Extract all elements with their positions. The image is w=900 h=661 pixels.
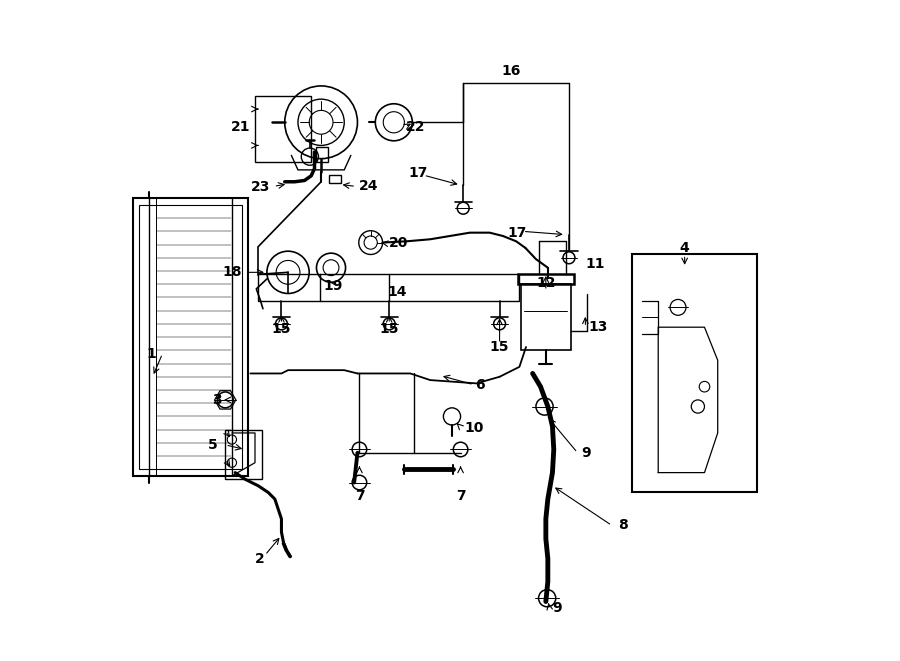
- Bar: [329, 175, 341, 183]
- Bar: [140, 205, 242, 469]
- Text: 17: 17: [508, 225, 527, 240]
- Text: 19: 19: [323, 279, 343, 293]
- Text: 9: 9: [553, 601, 562, 615]
- Bar: [225, 430, 262, 479]
- Bar: [317, 147, 328, 162]
- Bar: [632, 254, 758, 492]
- Text: 13: 13: [589, 320, 608, 334]
- Text: 23: 23: [251, 180, 270, 194]
- Text: 1: 1: [147, 346, 156, 361]
- Text: 17: 17: [409, 166, 428, 180]
- Text: 7: 7: [355, 488, 365, 503]
- Text: 24: 24: [359, 179, 378, 194]
- Text: 15: 15: [380, 321, 399, 336]
- Bar: [255, 96, 311, 162]
- Bar: [521, 284, 571, 350]
- Bar: [518, 274, 574, 284]
- Text: 22: 22: [407, 120, 426, 134]
- Text: 10: 10: [464, 420, 484, 435]
- Text: 11: 11: [586, 257, 605, 272]
- Text: 14: 14: [387, 285, 407, 299]
- Text: 9: 9: [580, 446, 590, 460]
- Text: 15: 15: [490, 340, 509, 354]
- Text: 2: 2: [255, 551, 265, 566]
- Text: 6: 6: [475, 377, 484, 392]
- Text: 15: 15: [272, 321, 292, 336]
- Text: 12: 12: [536, 276, 555, 290]
- Bar: [132, 198, 248, 476]
- Text: 8: 8: [618, 518, 628, 533]
- Text: 5: 5: [208, 438, 217, 452]
- Text: 3: 3: [212, 393, 222, 407]
- Text: 16: 16: [502, 64, 521, 79]
- Text: 18: 18: [222, 265, 242, 280]
- Text: 7: 7: [455, 488, 465, 503]
- Text: 4: 4: [680, 241, 689, 255]
- Text: 21: 21: [231, 120, 250, 134]
- Text: 20: 20: [389, 236, 409, 251]
- Bar: [258, 274, 519, 301]
